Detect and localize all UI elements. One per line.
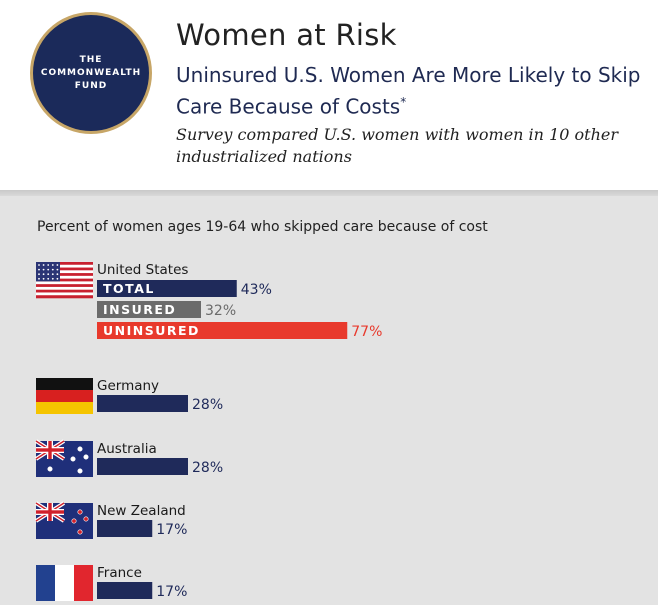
bar-value-label: 17% (156, 584, 187, 600)
chart-title: Percent of women ages 19-64 who skipped … (37, 219, 488, 235)
header: THE COMMONWEALTH FUND Women at Risk Unin… (0, 0, 658, 193)
survey-note: Survey compared U.S. women with women in… (176, 125, 618, 166)
bar-value-label: 17% (156, 522, 187, 538)
page-subtitle: Uninsured U.S. Women Are More Likely to … (176, 62, 646, 121)
subtitle-text: Uninsured U.S. Women Are More Likely to … (176, 63, 641, 119)
country-label: Germany (97, 378, 159, 394)
country-group-australia: Australia 28% (34, 439, 223, 477)
bar-value-label: 43% (241, 282, 272, 298)
australia-flag-icon (34, 439, 93, 477)
bar (97, 395, 188, 412)
country-group-germany: Germany 28% (36, 378, 223, 414)
country-group-united-states: United States TOTAL 43% INSURED 32% UNINSURED… (36, 262, 382, 340)
bar-category-label: TOTAL (103, 281, 155, 296)
bar-category-label: INSURED (103, 302, 176, 317)
country-label: Australia (97, 441, 157, 457)
bar (97, 582, 153, 599)
bar (97, 458, 188, 475)
new-zealand-flag-icon (34, 501, 93, 539)
country-label: France (97, 565, 142, 581)
us-flag-icon (36, 262, 93, 299)
bar (97, 301, 201, 318)
bar-category-label: UNINSURED (103, 323, 200, 338)
country-group-new-zealand: New Zealand 17% (34, 501, 187, 539)
country-label: New Zealand (97, 503, 186, 519)
header-divider (0, 190, 658, 196)
logo-line-2: COMMONWEALTH (40, 67, 142, 78)
bar (97, 322, 348, 339)
logo-line-3: FUND (74, 80, 108, 91)
country-label: United States (97, 262, 188, 278)
subtitle-footnote-mark: * (400, 95, 407, 109)
page-title: Women at Risk (176, 18, 397, 52)
bar (97, 280, 237, 297)
bar-value-label: 28% (192, 460, 223, 476)
bar-value-label: 32% (205, 303, 236, 319)
commonwealth-fund-logo: THE COMMONWEALTH FUND (30, 12, 152, 134)
bar (97, 520, 153, 537)
bar-value-label: 28% (192, 397, 223, 413)
france-flag-icon (36, 565, 93, 601)
country-group-france: France 17% (36, 565, 187, 601)
logo-line-1: THE (79, 54, 103, 65)
bar-value-label: 77% (351, 324, 382, 340)
germany-flag-icon (36, 378, 93, 414)
